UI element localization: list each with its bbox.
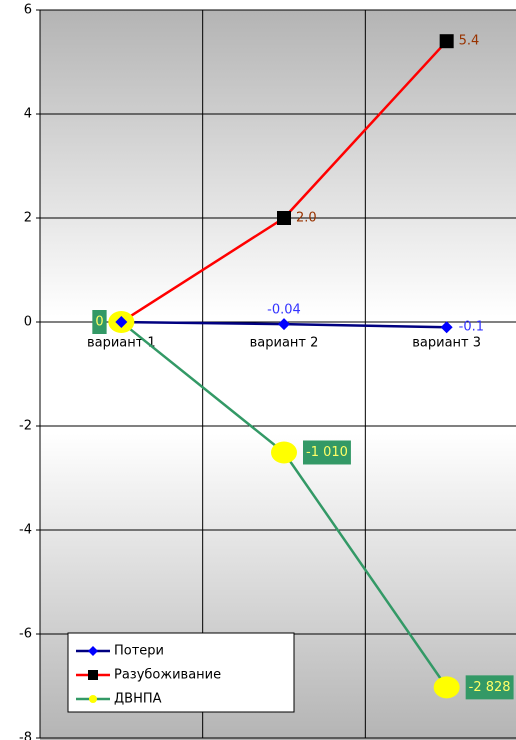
y-tick-label: 4 xyxy=(24,107,32,122)
x-tick-label: вариант 2 xyxy=(250,336,319,351)
data-label-background xyxy=(465,675,514,700)
marker xyxy=(278,318,290,331)
legend-marker xyxy=(88,646,98,656)
data-label-group: -1 010 xyxy=(303,440,351,465)
marker xyxy=(439,34,454,49)
y-tick-label: -2 xyxy=(19,419,32,434)
y-tick-label: -4 xyxy=(19,523,32,538)
data-label: 0 xyxy=(95,315,103,330)
y-tick-label: 2 xyxy=(24,211,32,226)
marker xyxy=(440,321,453,334)
data-label: -1 010 xyxy=(306,445,348,460)
legend-label: ДВНПА xyxy=(114,692,162,707)
data-label: 2.0 xyxy=(296,211,317,226)
data-label-background xyxy=(92,310,107,334)
marker xyxy=(277,211,291,225)
legend-label: Разубоживание xyxy=(114,668,221,683)
marker xyxy=(271,441,297,464)
legend-marker xyxy=(89,695,97,703)
plot-area xyxy=(40,10,516,740)
y-tick-label: -8 xyxy=(19,731,32,740)
data-label-group: 0 xyxy=(92,310,107,334)
y-tick-label: 6 xyxy=(24,3,32,18)
marker xyxy=(433,676,460,699)
y-tick-label: 0 xyxy=(24,315,32,330)
data-label-group: -2 828 xyxy=(465,675,514,700)
legend-label: Потери xyxy=(114,644,164,659)
legend-marker xyxy=(88,670,98,680)
data-label: -0.1 xyxy=(459,320,484,335)
data-label: -0.04 xyxy=(267,303,301,318)
y-tick-label: -6 xyxy=(19,627,32,642)
data-label: -2 828 xyxy=(469,680,511,695)
x-tick-label: вариант 1 xyxy=(87,336,156,351)
marker xyxy=(115,316,128,328)
x-tick-label: вариант 3 xyxy=(412,336,481,351)
data-label: 5.4 xyxy=(459,34,480,49)
data-label-background xyxy=(303,440,351,465)
